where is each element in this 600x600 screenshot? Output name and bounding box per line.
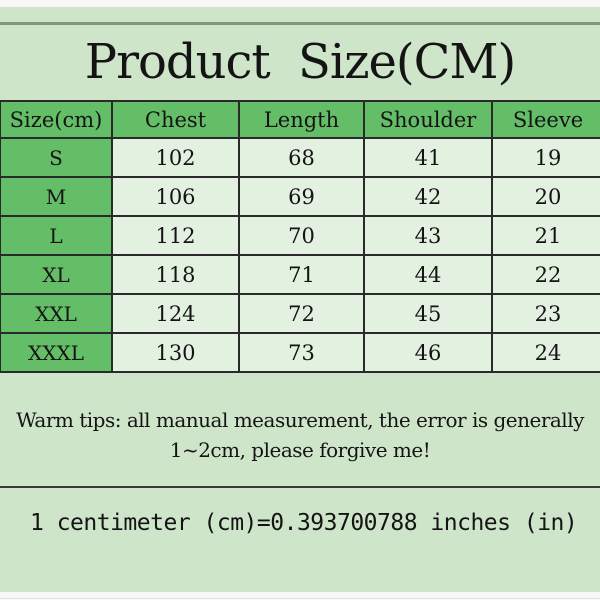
- bottom-divider: [0, 486, 600, 488]
- table-row: L 112 70 43 21: [0, 215, 600, 256]
- table-row: XXL 124 72 45 23: [0, 293, 600, 334]
- warm-tips: Warm tips: all manual measurement, the e…: [0, 405, 600, 465]
- table-cell: 45: [363, 293, 493, 334]
- table-cell: 41: [363, 137, 493, 178]
- table-cell: 44: [363, 254, 493, 295]
- conversion-note: 1 centimeter (cm)=0.393700788 inches (in…: [30, 510, 578, 536]
- table-row: XXXL 130 73 46 24: [0, 332, 600, 373]
- table-cell: 70: [238, 215, 365, 256]
- table-cell: 112: [111, 215, 240, 256]
- column-header-length: Length: [238, 100, 365, 139]
- table-cell: 68: [238, 137, 365, 178]
- table-cell: 21: [491, 215, 600, 256]
- table-cell: 19: [491, 137, 600, 178]
- table-cell: 72: [238, 293, 365, 334]
- column-header-chest: Chest: [111, 100, 240, 139]
- top-divider: [0, 22, 600, 25]
- row-label: XXL: [0, 293, 113, 334]
- table-cell: 69: [238, 176, 365, 217]
- size-table: Size(cm) Chest Length Shoulder Sleeve S …: [0, 100, 600, 373]
- table-row: M 106 69 42 20: [0, 176, 600, 217]
- table-cell: 118: [111, 254, 240, 295]
- column-header-sleeve: Sleeve: [491, 100, 600, 139]
- table-row: S 102 68 41 19: [0, 137, 600, 178]
- table-cell: 124: [111, 293, 240, 334]
- table-cell: 71: [238, 254, 365, 295]
- header-row: Size(cm) Chest Length Shoulder Sleeve: [0, 100, 600, 139]
- table-cell: 20: [491, 176, 600, 217]
- table-cell: 73: [238, 332, 365, 373]
- row-label: S: [0, 137, 113, 178]
- page-title: Product Size(CM): [84, 34, 516, 90]
- table-cell: 43: [363, 215, 493, 256]
- warm-tips-line2: 1~2cm, please forgive me!: [169, 438, 431, 462]
- table-cell: 102: [111, 137, 240, 178]
- green-panel: Product Size(CM) Size(cm) Chest Length S…: [0, 7, 600, 592]
- warm-tips-line1: Warm tips: all manual measurement, the e…: [16, 408, 584, 432]
- table-cell: 46: [363, 332, 493, 373]
- table-cell: 106: [111, 176, 240, 217]
- row-label: M: [0, 176, 113, 217]
- row-label: XL: [0, 254, 113, 295]
- table-cell: 23: [491, 293, 600, 334]
- column-header-size: Size(cm): [0, 100, 113, 139]
- table-cell: 24: [491, 332, 600, 373]
- table-row: XL 118 71 44 22: [0, 254, 600, 295]
- column-header-shoulder: Shoulder: [363, 100, 493, 139]
- table-cell: 42: [363, 176, 493, 217]
- table-cell: 22: [491, 254, 600, 295]
- bottom-edge-line: [0, 598, 600, 599]
- row-label: XXXL: [0, 332, 113, 373]
- row-label: L: [0, 215, 113, 256]
- table-cell: 130: [111, 332, 240, 373]
